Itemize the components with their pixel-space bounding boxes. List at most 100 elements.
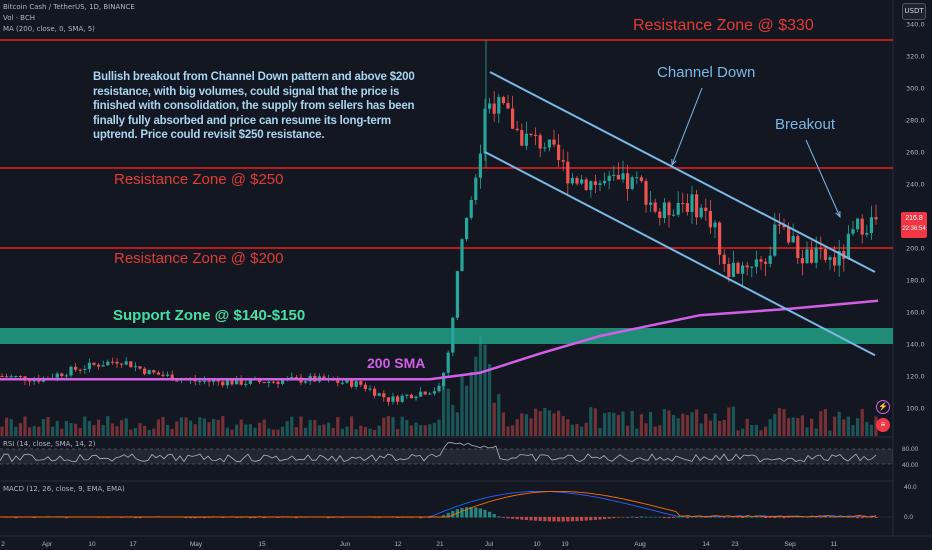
x-tick-10: 10 [88,541,96,548]
candle-body [653,202,657,212]
rsi-legend[interactable]: RSI (14, close, SMA, 14, 2) [3,440,96,448]
breakout-arrow [805,139,841,218]
volume-bar [483,344,487,436]
volume-bar [74,423,78,436]
candle-body [667,202,671,216]
macd-histogram-bar [396,517,400,519]
volume-bar [216,419,220,436]
volume-bar [115,426,119,436]
volume-bar [363,426,367,436]
macd-histogram-bar [14,517,18,519]
candle-body [856,218,860,230]
volume-bar [828,430,832,436]
volume-bar [672,414,676,436]
lightning-icon[interactable]: ⚡ [876,400,890,414]
candle-body [543,147,547,149]
volume-bar [607,412,611,436]
volume-bar [23,416,27,436]
volume-bar [414,422,418,436]
volume-bar [175,421,179,436]
candle-body [607,175,611,181]
symbol-legend[interactable]: Bitcoin Cash / TetherUS, 1D, BINANCE [3,3,135,11]
macd-legend[interactable]: MACD (12, 26, close, 9, EMA, EMA) [3,485,125,493]
volume-bar [253,427,257,436]
volume-bar [667,410,671,436]
volume-bar [359,425,363,436]
candle-body [621,173,625,180]
macd-histogram-bar [497,516,501,518]
candle-body [745,265,749,268]
volume-bar [285,421,289,436]
candle-body [524,133,528,146]
candle-body [616,174,620,180]
volume-bar [152,428,156,436]
volume-bar [681,413,685,436]
candle-body [423,391,427,395]
candle-body [635,177,639,179]
macd-histogram-bar [138,517,142,519]
volume-bar [37,426,41,436]
resistance-250-label: Resistance Zone @ $250 [114,171,284,188]
candle-body [865,233,869,235]
macd-histogram-bar [787,517,791,518]
macd-histogram-bar [860,517,864,519]
macd-histogram-bar [543,517,547,522]
candle-body [759,259,763,262]
candle-body [810,249,814,263]
volume-legend[interactable]: Vol · BCH [3,14,35,22]
volume-bar [184,417,188,436]
macd-histogram-bar [708,516,712,518]
candle-body [161,374,165,376]
volume-bar [419,425,423,436]
candle-body [727,263,731,277]
macd-histogram-bar [593,517,597,520]
volume-bar [69,423,73,436]
y-tick-300: 300.0 [906,85,925,93]
candle-body [442,372,446,386]
volume-bar [147,429,151,436]
macd-histogram-bar [262,517,266,519]
candle-body [428,393,432,395]
volume-bar [391,417,395,436]
volume-bar [488,364,492,436]
candle-body [557,144,561,161]
volume-bar [271,429,275,436]
ma-legend[interactable]: MA (200, close, 0, SMA, 5) [3,25,95,33]
volume-bar [865,421,869,436]
candle-body [474,177,478,201]
events-icon[interactable]: ≡ [876,418,890,432]
candle-body [773,224,777,256]
volume-bar [860,408,864,436]
volume-bar [612,412,616,436]
volume-bar [396,429,400,436]
candle-body [391,396,395,402]
candle-body [437,385,441,392]
candle-body [336,380,340,383]
candle-body [805,249,809,264]
macd-histogram-bar [529,517,533,521]
volume-bar [248,424,252,436]
volume-bar [55,420,59,436]
candle-body [511,108,515,129]
candle-body [658,211,662,218]
candle-body [143,368,147,374]
volume-bar [124,418,128,436]
macd-histogram-bar [828,516,832,518]
currency-button[interactable]: USDT [902,3,926,20]
candle-body [465,217,469,240]
candle-body [69,366,73,376]
x-tick-17: 17 [129,541,137,548]
macd-histogram-bar [644,516,648,518]
candle-body [584,179,588,190]
macd-histogram-bar [442,515,446,518]
candle-body [74,366,78,370]
macd-histogram-bar [552,517,556,522]
volume-bar [575,424,579,436]
candle-body [400,395,404,402]
volume-bar [658,425,662,436]
macd-zero-tick: 0.0 [904,514,913,521]
candle-body [0,376,4,377]
candle-body [115,361,119,364]
candle-body [83,368,87,370]
